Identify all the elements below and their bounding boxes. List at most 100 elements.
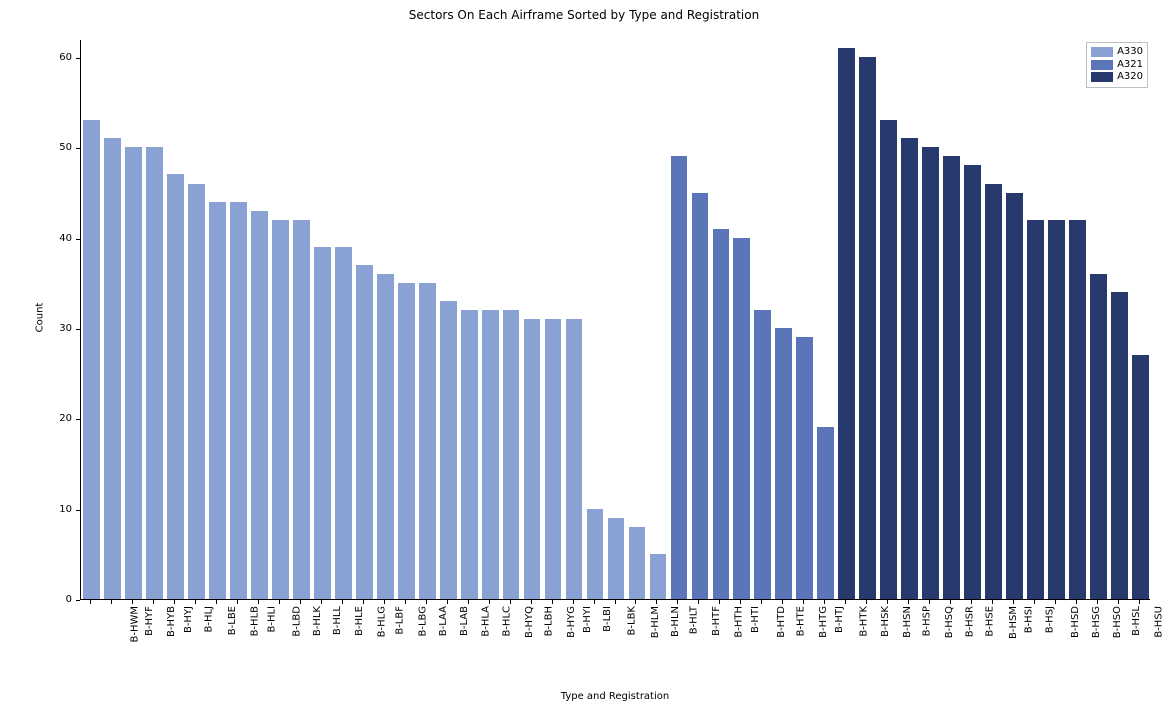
y-tick-mark <box>76 419 80 420</box>
bar <box>608 518 625 599</box>
x-tick-label: B-HLG <box>377 606 388 637</box>
y-tick-mark <box>76 600 80 601</box>
x-tick-mark <box>887 600 888 604</box>
legend-swatch <box>1091 72 1113 82</box>
x-tick-label: B-HSP <box>921 606 932 636</box>
x-tick-mark <box>635 600 636 604</box>
x-tick-label: B-HWM <box>130 606 141 643</box>
x-tick-label: B-HYI <box>582 606 593 633</box>
x-tick-mark <box>929 600 930 604</box>
x-tick-label: B-HLJ <box>204 606 215 633</box>
bar <box>1090 274 1107 599</box>
legend-swatch <box>1091 60 1113 70</box>
x-tick-label: B-HLL <box>332 606 343 635</box>
x-tick-label: B-HSL <box>1130 606 1141 636</box>
bar <box>964 165 981 599</box>
x-tick-label: B-HSG <box>1091 606 1102 638</box>
x-tick-mark <box>447 600 448 604</box>
x-tick-label: B-HLB <box>250 606 261 636</box>
x-tick-label: B-HTF <box>711 606 722 636</box>
bar <box>188 184 205 599</box>
x-tick-mark <box>992 600 993 604</box>
plot-area <box>80 40 1150 600</box>
x-tick-label: B-LBF <box>395 606 406 635</box>
y-tick-label: 10 <box>59 504 72 515</box>
legend-label: A330 <box>1117 46 1143 59</box>
y-tick-label: 60 <box>59 52 72 63</box>
x-tick-mark <box>1055 600 1056 604</box>
x-tick-mark <box>908 600 909 604</box>
x-tick-mark <box>90 600 91 604</box>
x-tick-mark <box>594 600 595 604</box>
x-tick-mark <box>489 600 490 604</box>
x-tick-mark <box>866 600 867 604</box>
x-tick-mark <box>258 600 259 604</box>
bar <box>335 247 352 599</box>
x-tick-mark <box>468 600 469 604</box>
legend-label: A320 <box>1117 71 1143 84</box>
x-tick-label: B-HSO <box>1112 606 1123 638</box>
y-tick-mark <box>76 148 80 149</box>
legend-swatch <box>1091 47 1113 57</box>
legend-item: A320 <box>1091 71 1143 84</box>
x-tick-mark <box>950 600 951 604</box>
bar <box>587 509 604 599</box>
legend-label: A321 <box>1117 59 1143 72</box>
x-tick-mark <box>803 600 804 604</box>
bar <box>1006 193 1023 599</box>
bar <box>650 554 667 599</box>
bar <box>754 310 771 599</box>
x-tick-label: B-HLE <box>354 606 365 636</box>
bar <box>230 202 247 599</box>
bar <box>209 202 226 599</box>
bar <box>398 283 415 599</box>
x-tick-label: B-HSN <box>902 606 913 638</box>
bar <box>293 220 310 599</box>
y-tick-mark <box>76 510 80 511</box>
x-tick-label: B-LBI <box>602 606 613 632</box>
bar <box>104 138 121 599</box>
legend-item: A321 <box>1091 59 1143 72</box>
x-tick-label: B-HLC <box>502 606 513 637</box>
x-tick-label: B-HLA <box>481 606 492 637</box>
bar <box>83 120 100 599</box>
bar <box>1069 220 1086 599</box>
x-tick-mark <box>111 600 112 604</box>
x-tick-mark <box>573 600 574 604</box>
y-axis-label: Count <box>35 288 46 348</box>
x-tick-label: B-HTG <box>818 606 829 638</box>
x-tick-mark <box>740 600 741 604</box>
bar <box>461 310 478 599</box>
bar <box>545 319 562 599</box>
bar <box>251 211 268 599</box>
bar <box>272 220 289 599</box>
bar <box>440 301 457 599</box>
x-tick-mark <box>824 600 825 604</box>
x-tick-label: B-HSR <box>964 606 975 637</box>
bar <box>880 120 897 599</box>
x-tick-label: B-LBH <box>544 606 555 636</box>
bar <box>125 147 142 599</box>
x-tick-label: B-HSD <box>1070 606 1081 638</box>
x-tick-label: B-LBD <box>292 606 303 637</box>
x-tick-label: B-HYG <box>566 606 577 638</box>
x-tick-mark <box>845 600 846 604</box>
x-tick-mark <box>132 600 133 604</box>
x-tick-mark <box>237 600 238 604</box>
x-tick-label: B-LAB <box>459 606 470 636</box>
x-tick-mark <box>656 600 657 604</box>
bar <box>1111 292 1128 599</box>
x-tick-mark <box>405 600 406 604</box>
bar <box>671 156 688 599</box>
bar <box>692 193 709 599</box>
bar <box>629 527 646 599</box>
bar <box>985 184 1002 599</box>
x-tick-label: B-HSU <box>1153 606 1164 638</box>
x-tick-label: B-LAA <box>438 606 449 636</box>
x-tick-label: B-HLK <box>312 606 323 636</box>
bar <box>1027 220 1044 599</box>
x-tick-mark <box>971 600 972 604</box>
x-tick-label: B-HTH <box>734 606 745 638</box>
bar <box>377 274 394 599</box>
x-tick-label: B-HYQ <box>524 606 535 638</box>
